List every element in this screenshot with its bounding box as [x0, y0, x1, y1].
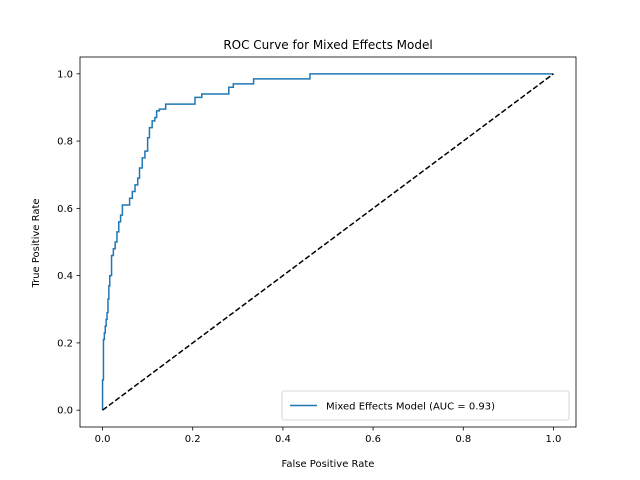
y-tick-label: 0.0	[57, 406, 73, 417]
chart-title: ROC Curve for Mixed Effects Model	[223, 38, 432, 52]
x-tick-label: 0.2	[185, 434, 201, 445]
y-axis: 0.0 0.2 0.4 0.6 0.8 1.0	[57, 69, 80, 417]
x-tick-label: 0.6	[365, 434, 381, 445]
legend-box	[281, 390, 570, 421]
x-tick-label: 0.4	[275, 434, 291, 445]
y-axis-label: True Positive Rate	[31, 198, 42, 288]
plot-area	[79, 56, 577, 428]
legend: Mixed Effects Model (AUC = 0.93)	[281, 390, 570, 421]
x-axis-label: False Positive Rate	[282, 459, 375, 470]
plot-frame	[79, 56, 577, 428]
chance-diagonal-line	[102, 73, 554, 411]
x-tick-label: 0.8	[455, 434, 471, 445]
y-tick-label: 0.2	[57, 338, 73, 349]
legend-label: Mixed Effects Model (AUC = 0.93)	[326, 402, 495, 413]
y-tick-label: 0.4	[57, 271, 73, 282]
y-tick-label: 0.6	[57, 204, 73, 215]
x-axis: 0.0 0.2 0.4 0.6 0.8 1.0	[95, 427, 562, 445]
y-tick-label: 0.8	[57, 137, 73, 148]
x-tick-label: 1.0	[546, 434, 562, 445]
y-tick-label: 1.0	[57, 69, 73, 80]
x-tick-label: 0.0	[95, 434, 111, 445]
roc-curve-line	[101, 73, 554, 411]
